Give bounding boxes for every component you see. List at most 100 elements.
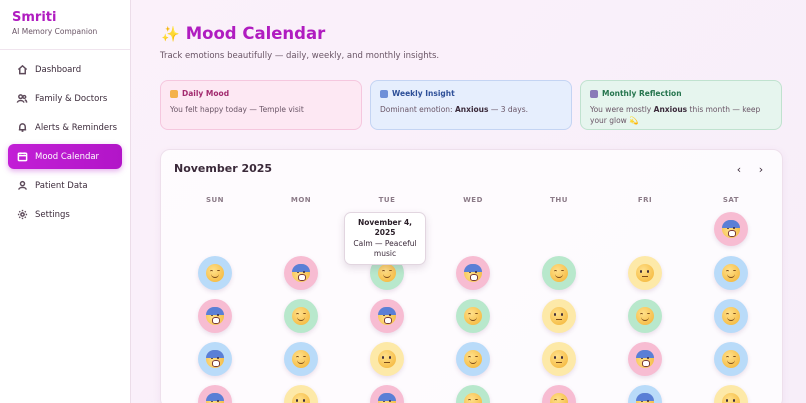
mood-face-icon [550,307,568,325]
mood-face-icon [722,264,740,282]
mood-day-happy[interactable] [714,342,748,376]
mood-day-neutral[interactable] [370,342,404,376]
weekly-insight-card: Weekly Insight Dominant emotion: Anxious… [370,80,572,130]
sidebar-nav: Dashboard Family & Doctors Alerts & Remi… [0,57,130,227]
weekday-thu: THU [550,196,568,204]
mood-day-calm[interactable] [542,256,576,290]
mood-face-icon [722,220,740,238]
mood-day-calm[interactable] [456,385,490,403]
mood-face-icon [550,393,568,403]
brand-name: Smriti [12,10,57,25]
sidebar-item-dashboard[interactable]: Dashboard [8,57,122,82]
chart-emoji-icon [590,89,598,98]
mood-face-icon [292,264,310,282]
weekday-tue: TUE [378,196,396,204]
mood-day-anxious[interactable] [198,385,232,403]
mood-face-icon [378,264,396,282]
mood-day-anxious[interactable] [628,385,662,403]
sidebar-item-alerts-reminders[interactable]: Alerts & Reminders [8,115,122,140]
sidebar-item-settings[interactable]: Settings [8,202,122,227]
mood-day-neutral[interactable] [628,256,662,290]
card-text: You were mostly [590,105,654,114]
sidebar-item-mood-calendar[interactable]: Mood Calendar [8,144,122,169]
mood-day-anxious[interactable] [714,212,748,246]
mood-day-anxious[interactable] [198,299,232,333]
mood-day-happy[interactable] [542,385,576,403]
card-title: Weekly Insight [392,89,455,98]
tooltip-note: Calm — Peaceful music [353,239,417,258]
mood-face-icon [378,307,396,325]
mood-face-icon [206,307,224,325]
mood-face-icon [722,307,740,325]
mood-day-calm[interactable] [456,299,490,333]
mood-face-icon [636,264,654,282]
mood-face-icon [722,393,740,403]
mood-face-icon [292,307,310,325]
sparkles-icon: ✨ [161,24,180,43]
mood-day-neutral[interactable] [542,342,576,376]
card-body: Dominant emotion: Anxious — 3 days. [380,104,562,115]
mood-day-anxious[interactable] [198,342,232,376]
month-label: November 2025 [174,162,273,175]
card-title: Daily Mood [182,89,230,98]
mood-face-icon [464,393,482,403]
card-text: You felt happy today — Temple visit [170,105,304,114]
day-tooltip: November 4, 2025 Calm — Peaceful music [344,212,426,265]
mood-face-icon [464,264,482,282]
mood-day-anxious[interactable] [370,385,404,403]
mood-face-icon [636,393,654,403]
mood-day-anxious[interactable] [628,342,662,376]
mood-face-icon [206,393,224,403]
sidebar: Smriti AI Memory Companion Dashboard Fam… [0,0,131,403]
sidebar-item-patient-data[interactable]: Patient Data [8,173,122,198]
mood-day-happy[interactable] [198,256,232,290]
card-text: this month — keep your glow 💫 [590,105,761,125]
mood-face-icon [378,393,396,403]
mood-day-happy[interactable] [284,342,318,376]
brand: Smriti AI Memory Companion [0,0,130,50]
next-month-button[interactable]: › [758,162,764,176]
mood-face-icon [464,307,482,325]
gear-icon [16,209,28,221]
mood-day-neutral[interactable] [284,385,318,403]
mood-day-calm[interactable] [628,299,662,333]
mood-day-neutral[interactable] [714,385,748,403]
mood-face-icon [722,350,740,368]
card-body: You felt happy today — Temple visit [170,104,352,115]
prev-month-button[interactable]: ‹ [736,162,742,176]
page-title: Mood Calendar [185,24,326,43]
mood-face-icon [550,264,568,282]
bell-icon [16,122,28,134]
calendar-icon [16,151,28,163]
mood-face-icon [636,307,654,325]
card-title: Monthly Reflection [602,89,682,98]
weekday-sun: SUN [205,196,225,204]
page-subtitle: Track emotions beautifully — daily, week… [160,51,440,61]
mood-day-neutral[interactable] [542,299,576,333]
daily-mood-card: Daily Mood You felt happy today — Temple… [160,80,362,130]
mood-face-icon [636,350,654,368]
mood-day-calm[interactable] [284,299,318,333]
card-text: — 3 days. [488,105,528,114]
sidebar-item-family-doctors[interactable]: Family & Doctors [8,86,122,111]
mood-face-icon [292,350,310,368]
mood-day-happy[interactable] [714,256,748,290]
mood-day-happy[interactable] [714,299,748,333]
monthly-reflection-card: Monthly Reflection You were mostly Anxio… [580,80,782,130]
card-highlight: Anxious [653,105,688,114]
main-content: ✨ Mood Calendar Track emotions beautiful… [131,0,806,403]
weekday-sat: SAT [722,196,740,204]
mood-day-happy[interactable] [456,342,490,376]
sidebar-item-label: Dashboard [35,64,82,75]
brand-tagline: AI Memory Companion [12,27,98,36]
weekday-mon: MON [290,196,312,204]
sidebar-item-label: Patient Data [35,180,88,191]
sidebar-item-label: Family & Doctors [35,93,108,104]
card-body: You were mostly Anxious this month — kee… [590,104,772,126]
mood-day-anxious[interactable] [284,256,318,290]
mood-day-anxious[interactable] [370,299,404,333]
mood-day-anxious[interactable] [456,256,490,290]
tooltip-date: November 4, 2025 [357,218,413,237]
sidebar-item-label: Mood Calendar [35,151,100,162]
mood-face-icon [550,350,568,368]
